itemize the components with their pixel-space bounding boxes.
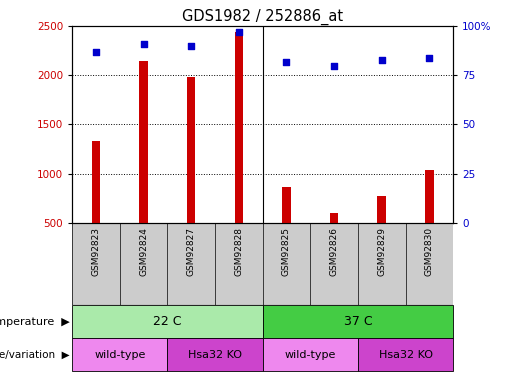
Point bbox=[330, 63, 338, 69]
Text: GSM92827: GSM92827 bbox=[187, 227, 196, 276]
Bar bbox=[358, 338, 453, 371]
Text: GSM92824: GSM92824 bbox=[139, 227, 148, 276]
Text: temperature  ▶: temperature ▶ bbox=[0, 317, 70, 327]
Bar bbox=[263, 338, 358, 371]
Bar bbox=[92, 141, 100, 272]
Bar bbox=[139, 61, 148, 272]
Text: wild-type: wild-type bbox=[285, 350, 336, 360]
Text: 22 C: 22 C bbox=[153, 315, 182, 328]
Title: GDS1982 / 252886_at: GDS1982 / 252886_at bbox=[182, 9, 343, 25]
Point bbox=[140, 41, 148, 47]
Text: GSM92829: GSM92829 bbox=[377, 227, 386, 276]
Text: Hsa32 KO: Hsa32 KO bbox=[379, 350, 433, 360]
Bar bbox=[72, 305, 263, 338]
Text: GSM92826: GSM92826 bbox=[330, 227, 338, 276]
Text: wild-type: wild-type bbox=[94, 350, 145, 360]
Bar bbox=[234, 32, 243, 272]
Bar bbox=[425, 170, 434, 272]
Bar bbox=[167, 338, 263, 371]
Text: 37 C: 37 C bbox=[344, 315, 372, 328]
Text: GSM92830: GSM92830 bbox=[425, 227, 434, 276]
Bar bbox=[282, 188, 291, 272]
Point bbox=[92, 49, 100, 55]
Bar bbox=[263, 305, 453, 338]
Bar bbox=[330, 213, 338, 272]
Text: genotype/variation  ▶: genotype/variation ▶ bbox=[0, 350, 70, 360]
Text: GSM92825: GSM92825 bbox=[282, 227, 291, 276]
Point bbox=[282, 58, 290, 64]
Bar bbox=[187, 77, 196, 272]
Point bbox=[235, 29, 243, 35]
Point bbox=[377, 57, 386, 63]
Text: Hsa32 KO: Hsa32 KO bbox=[188, 350, 242, 360]
Bar bbox=[72, 338, 167, 371]
Text: GSM92823: GSM92823 bbox=[92, 227, 100, 276]
Point bbox=[425, 55, 434, 61]
Text: GSM92828: GSM92828 bbox=[234, 227, 243, 276]
Point bbox=[187, 43, 195, 49]
Bar bbox=[377, 196, 386, 272]
